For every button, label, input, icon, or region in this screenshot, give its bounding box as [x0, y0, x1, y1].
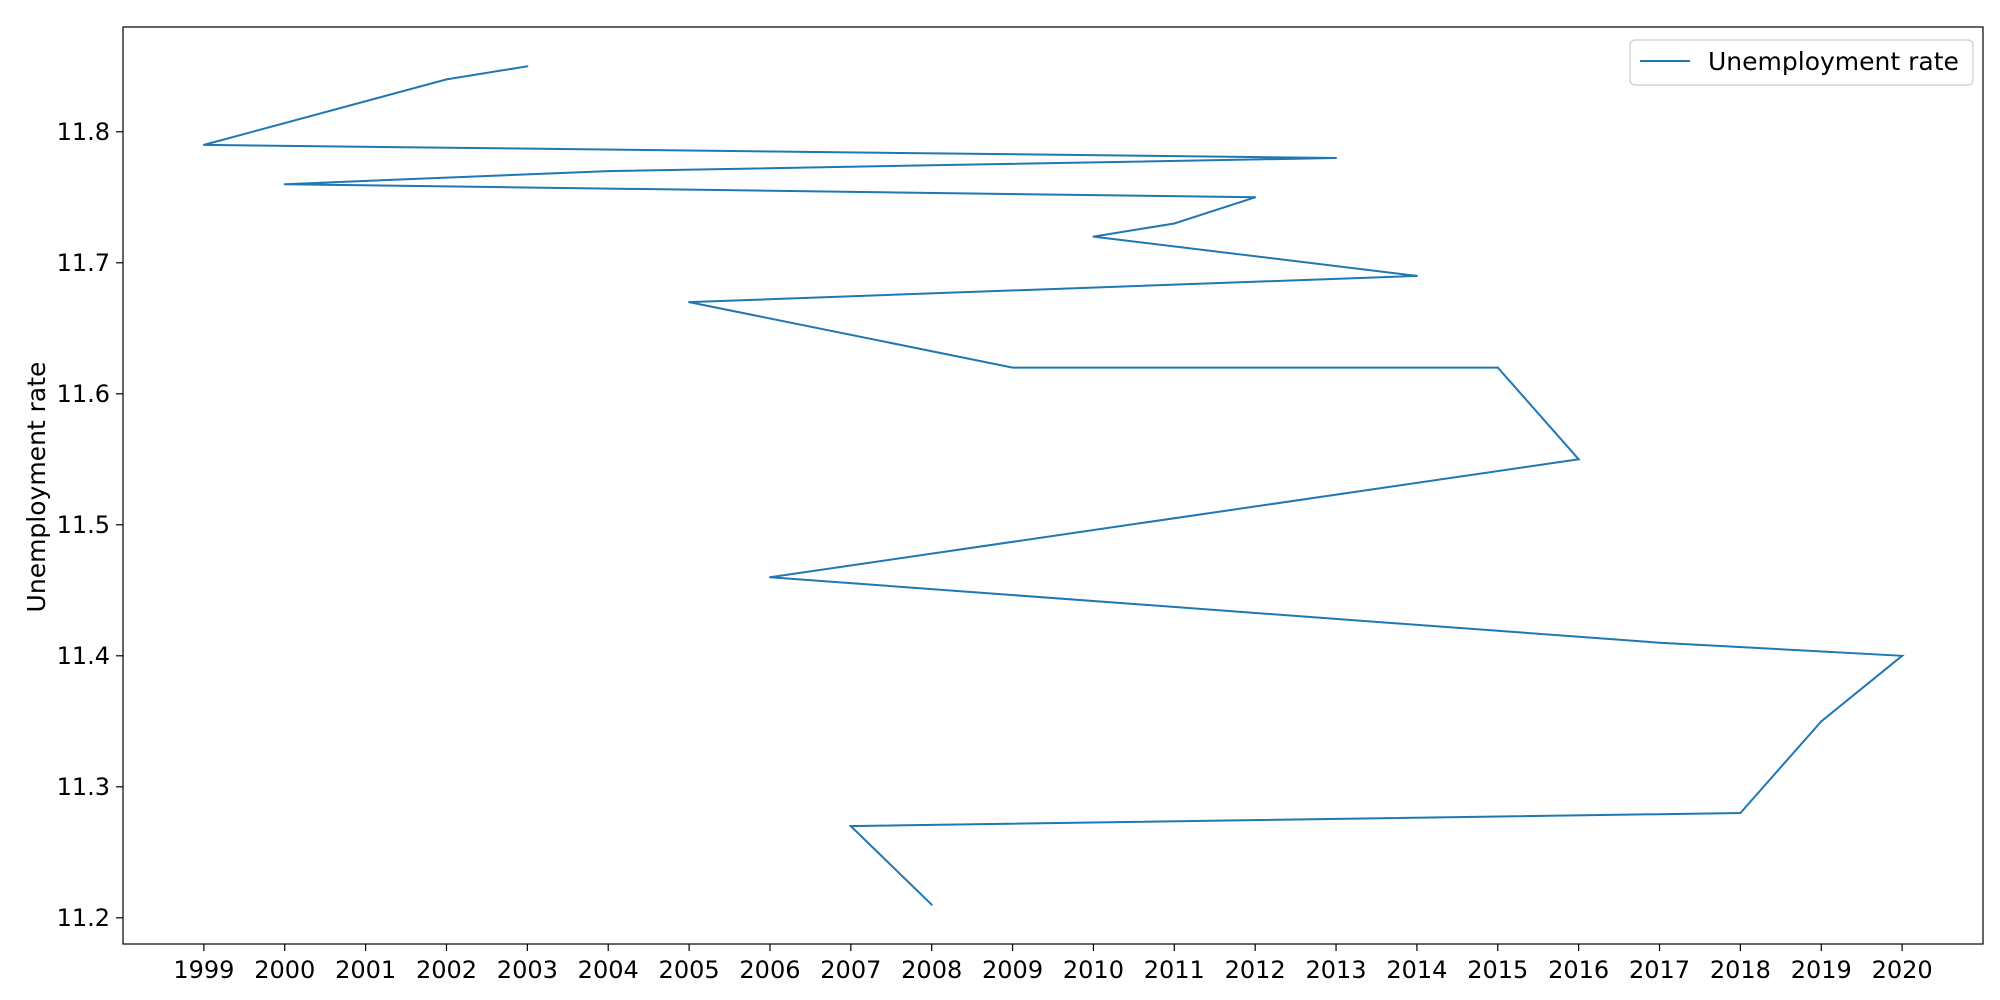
- x-tick-label: 2000: [254, 956, 315, 984]
- data-point: [930, 903, 933, 906]
- y-axis-title: Unemployment rate: [22, 362, 51, 613]
- x-tick-label: 2020: [1872, 956, 1933, 984]
- data-point: [526, 65, 529, 68]
- x-axis: 1999 2000 2001 2002 2003 2004 2005 2006 2007 2008…: [173, 944, 1933, 984]
- x-tick-label: 2004: [578, 956, 639, 984]
- data-point: [849, 825, 852, 828]
- data-point: [768, 576, 771, 579]
- plot-area: [123, 27, 1983, 944]
- data-point: [1577, 458, 1580, 461]
- y-tick-label: 11.7: [57, 249, 110, 277]
- data-point: [1820, 720, 1823, 723]
- x-tick-label: 2009: [982, 956, 1043, 984]
- plot-frame: [122, 26, 1984, 945]
- y-tick-label: 11.2: [57, 904, 110, 932]
- data-point: [1011, 366, 1014, 369]
- y-axis: 11.2 11.3 11.4 11.5 11.6 11.7 11.8: [57, 118, 123, 932]
- x-tick-label: 2007: [820, 956, 881, 984]
- x-tick-label: 2018: [1710, 956, 1771, 984]
- y-tick-label: 11.5: [57, 511, 110, 539]
- x-tick-label: 2016: [1548, 956, 1609, 984]
- y-tick-label: 11.3: [57, 773, 110, 801]
- data-point: [1415, 274, 1418, 277]
- x-tick-label: 2006: [739, 956, 800, 984]
- data-point: [1254, 196, 1257, 199]
- data-point: [1335, 157, 1338, 159]
- data-point: [688, 301, 691, 304]
- data-point: [445, 78, 448, 81]
- legend-label: Unemployment rate: [1708, 47, 1959, 76]
- x-tick-label: 2017: [1629, 956, 1690, 984]
- data-point: [202, 143, 205, 146]
- x-tick-label: 2008: [901, 956, 962, 984]
- legend: Unemployment rate: [1629, 39, 1974, 86]
- x-tick-label: 2012: [1225, 956, 1286, 984]
- x-tick-label: 2005: [659, 956, 720, 984]
- x-tick-label: 2019: [1791, 956, 1852, 984]
- x-tick-label: 2015: [1467, 956, 1528, 984]
- x-tick-label: 2002: [416, 956, 477, 984]
- y-tick-label: 11.6: [57, 380, 110, 408]
- x-tick-label: 2003: [497, 956, 558, 984]
- x-tick-label: 2014: [1386, 956, 1447, 984]
- x-tick-label: 1999: [173, 956, 234, 984]
- data-point: [1092, 235, 1095, 238]
- data-point: [1496, 366, 1499, 369]
- data-point: [1658, 641, 1661, 644]
- x-tick-label: 2010: [1063, 956, 1124, 984]
- x-tick-label: 2001: [335, 956, 396, 984]
- y-tick-label: 11.8: [57, 118, 110, 146]
- legend-box: [1629, 39, 1974, 86]
- data-point: [1901, 654, 1904, 657]
- data-point: [1173, 222, 1176, 225]
- x-tick-label: 2013: [1306, 956, 1367, 984]
- data-point: [283, 183, 286, 186]
- data-point: [1739, 812, 1742, 814]
- y-tick-label: 11.4: [57, 642, 110, 670]
- data-point: [607, 170, 610, 173]
- series-points: [202, 65, 1904, 906]
- x-tick-label: 2011: [1144, 956, 1205, 984]
